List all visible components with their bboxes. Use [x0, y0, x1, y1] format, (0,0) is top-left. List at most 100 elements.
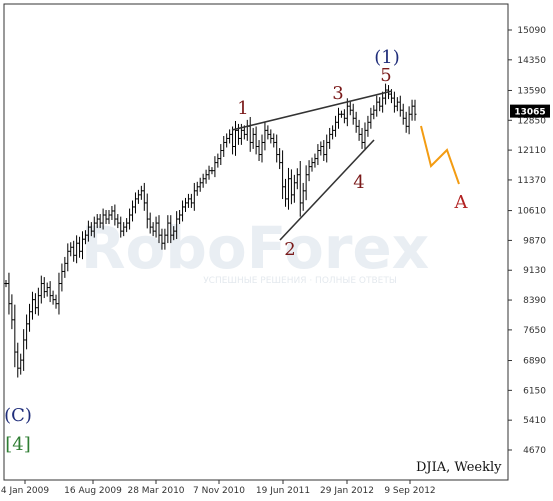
- y-tick-label: 15090: [517, 26, 546, 36]
- x-tick-label: 29 Jan 2012: [320, 486, 374, 496]
- price-bar: [322, 140, 326, 161]
- price-bar: [410, 99, 414, 121]
- price-bar: [234, 121, 238, 156]
- price-bar: [116, 214, 120, 229]
- price-bar: [175, 211, 179, 240]
- wave-lines: [231, 90, 460, 241]
- price-bar: [395, 97, 399, 112]
- price-bar: [269, 129, 273, 144]
- price-bar: [228, 129, 232, 144]
- y-tick-label: 6150: [523, 386, 546, 396]
- price-bar: [151, 222, 155, 237]
- price-bar: [186, 193, 190, 208]
- wave-label: 4: [353, 172, 364, 193]
- price-bar: [142, 182, 146, 211]
- current-price-tag-background: [510, 104, 550, 118]
- watermark: RoboForex УСПЕШНЫЕ РЕШЕНИЯ · ПОЛНЫЕ ОТВЕ…: [81, 214, 429, 286]
- price-bar: [195, 181, 199, 196]
- price-bar: [7, 272, 11, 315]
- price-bar: [310, 157, 314, 172]
- price-bar: [48, 281, 52, 303]
- price-bar: [372, 105, 376, 120]
- price-bar: [16, 342, 20, 378]
- price-bar: [128, 208, 132, 230]
- price-bar: [307, 160, 311, 182]
- price-bar: [328, 127, 332, 149]
- price-bar: [384, 83, 388, 105]
- current-price-tag: 13065: [510, 104, 550, 118]
- price-bar: [145, 193, 149, 229]
- price-bar: [201, 173, 205, 188]
- wave-label: A: [454, 192, 469, 213]
- y-tick-label: 14350: [517, 56, 546, 66]
- price-bar: [204, 169, 208, 184]
- x-axis: 4 Jan 2009 16 Aug 2009 28 Mar 2010 7 Nov 20…: [1, 480, 436, 496]
- x-tick-label: 4 Jan 2009: [1, 486, 49, 496]
- price-bar: [104, 210, 108, 225]
- price-bar: [375, 95, 379, 117]
- price-bar: [107, 210, 111, 225]
- price-bar: [86, 220, 90, 242]
- price-bar: [316, 144, 320, 166]
- watermark-brand: RoboForex: [81, 214, 429, 282]
- price-bar: [360, 127, 364, 149]
- price-bar: [148, 212, 152, 234]
- price-bar: [75, 235, 79, 264]
- price-bar: [219, 144, 223, 166]
- price-bar: [33, 293, 37, 315]
- y-tick-label: 13590: [517, 86, 546, 96]
- price-bar: [275, 134, 279, 163]
- plot-frame: [3, 3, 509, 481]
- y-tick-label: 12850: [517, 116, 546, 126]
- price-bar: [125, 218, 129, 233]
- price-bar: [369, 107, 373, 129]
- y-tick-label: 11370: [517, 176, 546, 186]
- price-bar: [183, 197, 187, 212]
- price-bar: [351, 103, 355, 125]
- price-bar: [39, 275, 43, 304]
- x-tick-label: 19 Jun 2011: [256, 486, 310, 496]
- price-bar: [30, 291, 34, 320]
- price-bar: [248, 116, 252, 152]
- y-tick-label: 9130: [523, 266, 546, 276]
- price-bar: [131, 200, 135, 222]
- price-bar: [189, 193, 193, 208]
- price-bar: [245, 119, 249, 141]
- y-tick-label: 4670: [523, 446, 546, 456]
- price-bar: [28, 303, 32, 332]
- price-bar: [92, 216, 96, 238]
- price-bar: [98, 214, 102, 229]
- price-bar: [407, 106, 411, 135]
- y-tick-label: 7650: [523, 326, 546, 336]
- price-bar: [251, 127, 255, 149]
- price-bar: [54, 294, 58, 309]
- price-bar: [222, 136, 226, 157]
- price-bar: [78, 236, 82, 258]
- wave-label: 1: [237, 98, 248, 119]
- price-bar: [169, 215, 173, 244]
- price-bar: [122, 222, 126, 237]
- price-bar: [413, 99, 417, 121]
- price-bar: [272, 133, 276, 148]
- price-bar: [57, 272, 61, 315]
- price-bar: [166, 215, 170, 244]
- y-tick-label: 8390: [523, 296, 546, 306]
- price-bar: [231, 126, 235, 155]
- price-bar: [210, 167, 214, 175]
- price-bar: [36, 287, 40, 316]
- symbol-label: DJIA, Weekly: [416, 460, 502, 475]
- y-tick-label: 9870: [523, 236, 546, 246]
- y-tick-label: 6890: [523, 357, 546, 367]
- price-bar: [154, 216, 158, 238]
- price-bar: [45, 282, 49, 297]
- price-bar: [160, 228, 164, 250]
- x-tick-label: 9 Sep 2012: [384, 486, 435, 496]
- price-bar: [4, 279, 8, 288]
- price-bar: [60, 263, 64, 292]
- price-bar: [13, 304, 17, 368]
- forecast-path: [420, 125, 460, 185]
- wave-labels: (1)5 3 1 4 2 A (C) [4]: [4, 47, 468, 455]
- price-bar: [357, 119, 361, 141]
- price-bar: [354, 111, 358, 133]
